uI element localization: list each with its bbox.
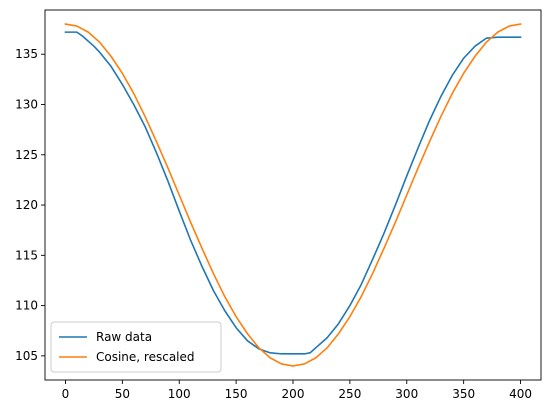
y-tick-label: 125: [15, 148, 38, 162]
x-axis: 0 50 100 150 200 250 300 350 400: [62, 380, 532, 401]
y-tick-label: 115: [15, 248, 38, 262]
x-tick-label: 200: [282, 387, 305, 401]
x-tick-label: 400: [509, 387, 532, 401]
x-tick-label: 250: [338, 387, 361, 401]
y-tick-label: 110: [15, 299, 38, 313]
series-layer: [64, 23, 522, 367]
x-tick-label: 350: [452, 387, 475, 401]
x-tick-label: 300: [395, 387, 418, 401]
legend-box: [50, 321, 222, 373]
x-tick-label: 0: [62, 387, 70, 401]
series-line-2: [64, 23, 522, 367]
series-line-1: [64, 31, 522, 355]
legend-label-2: Cosine, rescaled: [96, 350, 195, 364]
legend-label-1: Raw data: [96, 330, 152, 344]
x-tick-label: 150: [225, 387, 248, 401]
x-tick-label: 100: [168, 387, 191, 401]
y-tick-label: 105: [15, 349, 38, 363]
y-tick-label: 130: [15, 98, 38, 112]
y-tick-label: 120: [15, 198, 38, 212]
y-tick-label: 135: [15, 47, 38, 61]
legend: Raw data Cosine, rescaled: [50, 321, 222, 373]
x-tick-label: 50: [115, 387, 130, 401]
y-axis: 105 110 115 120 125 130 135: [15, 47, 45, 363]
